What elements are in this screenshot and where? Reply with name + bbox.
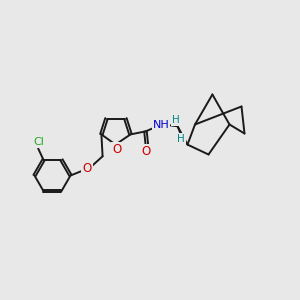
Text: H: H <box>177 134 185 144</box>
Text: NH: NH <box>153 120 169 130</box>
Text: O: O <box>82 162 91 176</box>
Text: Cl: Cl <box>33 137 44 147</box>
Text: O: O <box>142 145 151 158</box>
Text: H: H <box>172 115 180 125</box>
Text: O: O <box>112 143 122 156</box>
